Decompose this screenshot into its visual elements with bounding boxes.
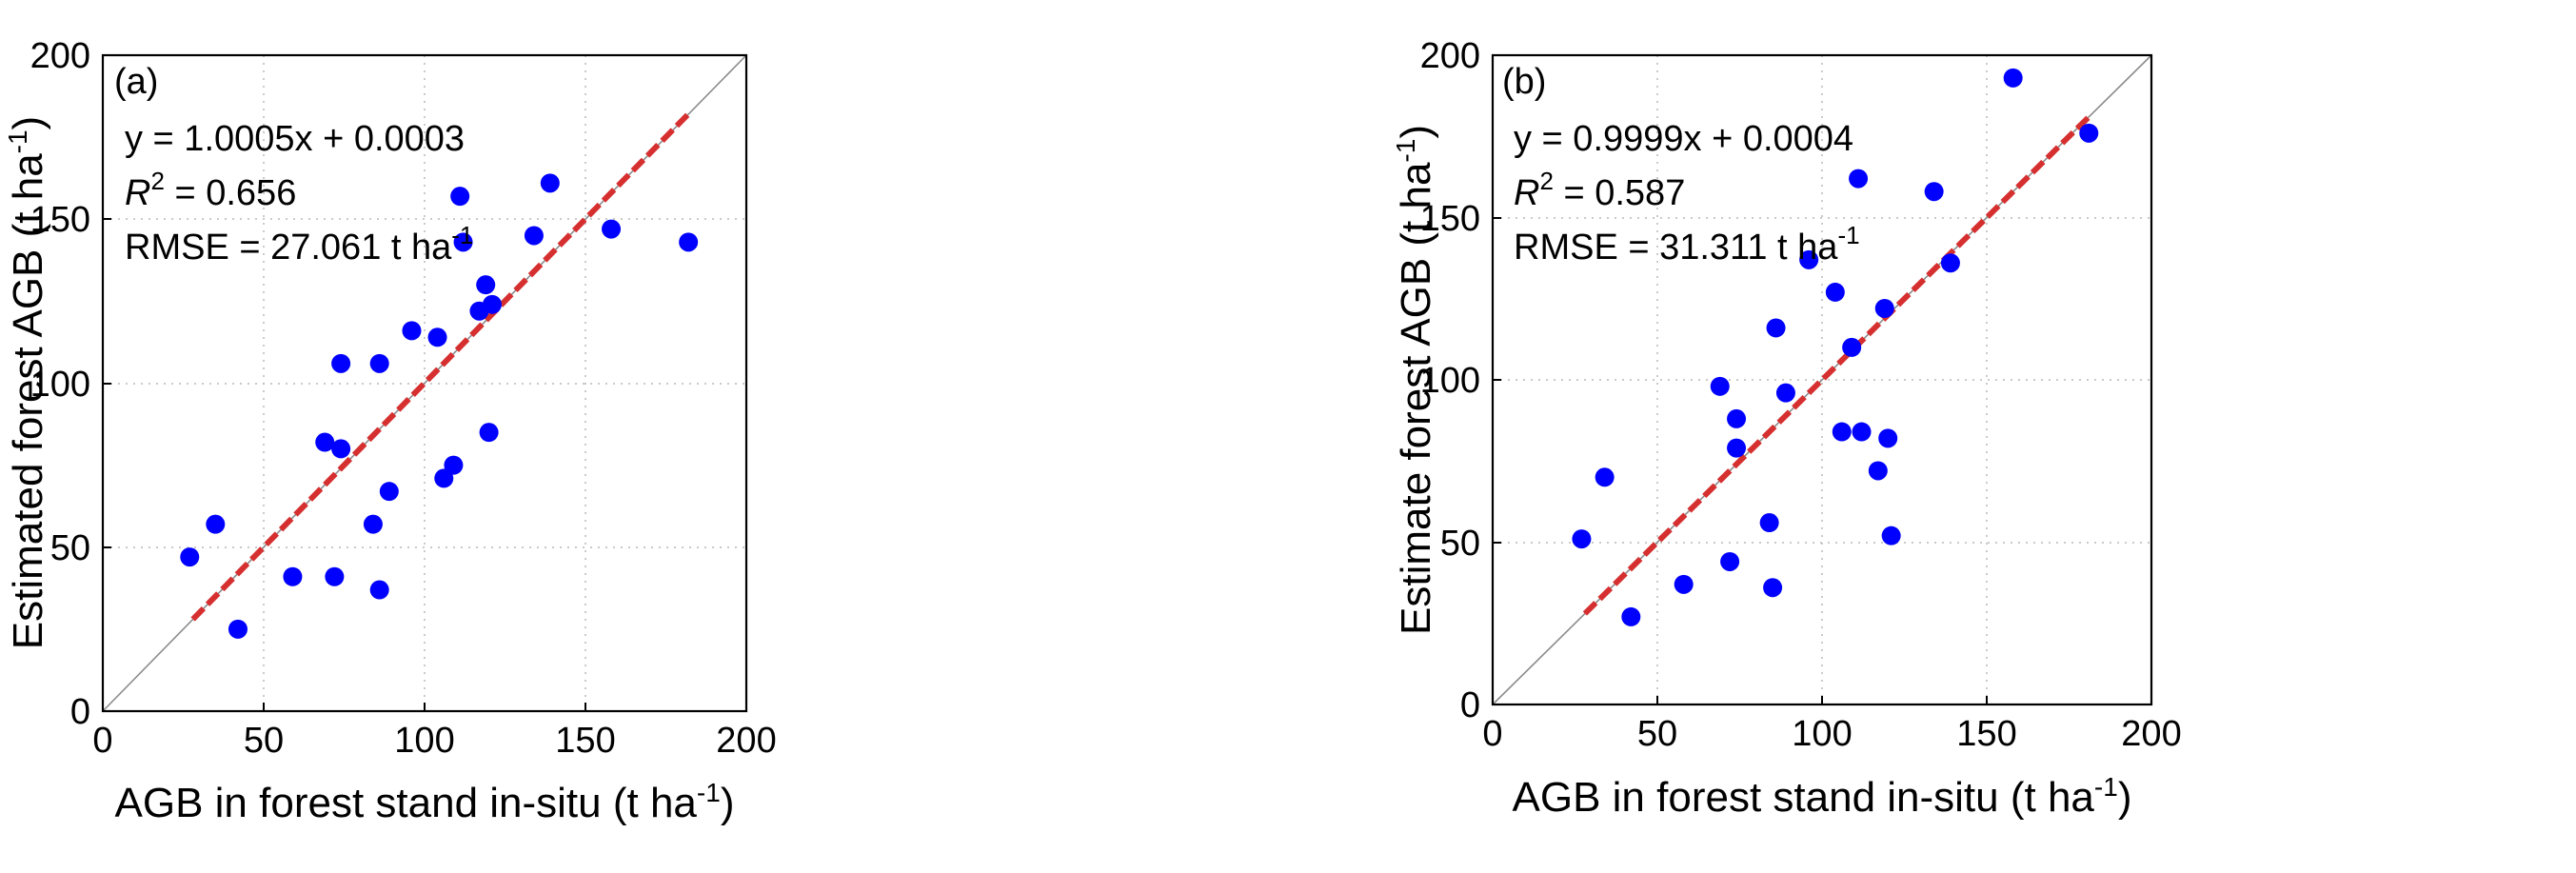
data-point xyxy=(1572,529,1592,549)
y-tick-label: 100 xyxy=(30,365,90,405)
y-tick-label: 150 xyxy=(1420,199,1480,239)
regression-equation: y = 0.9999x + 0.0004 xyxy=(1514,119,1853,159)
data-point xyxy=(1674,574,1694,594)
regression-equation: y = 1.0005x + 0.0003 xyxy=(125,119,465,159)
data-point xyxy=(679,232,699,252)
data-point xyxy=(444,455,464,475)
data-point xyxy=(1775,383,1795,403)
data-point xyxy=(363,514,383,534)
data-point xyxy=(1924,182,1944,202)
data-point xyxy=(427,327,447,347)
data-point xyxy=(540,173,560,193)
x-axis-b: 0 50 100 150 200 xyxy=(1482,696,2182,754)
data-point xyxy=(402,321,422,341)
data-point xyxy=(2003,68,2023,88)
data-point xyxy=(315,432,335,452)
x-tick-label: 0 xyxy=(92,721,112,761)
rmse: RMSE = 31.311 t ha-1 xyxy=(1514,221,1860,268)
data-point xyxy=(1874,298,1894,318)
data-point xyxy=(1595,467,1615,487)
data-point xyxy=(1710,376,1730,396)
data-point xyxy=(453,232,473,252)
y-tick-label: 150 xyxy=(30,200,90,240)
x-tick-label: 200 xyxy=(716,721,776,761)
points-b xyxy=(1572,68,2099,626)
data-point xyxy=(479,423,499,443)
y-tick-label: 50 xyxy=(1440,524,1480,564)
x-tick-label: 150 xyxy=(1956,714,2016,754)
y-tick-label: 0 xyxy=(1460,685,1480,725)
data-point xyxy=(325,566,345,586)
data-point xyxy=(379,482,399,502)
data-point xyxy=(1799,249,1819,269)
data-point xyxy=(2079,123,2099,143)
data-point xyxy=(1842,337,1862,357)
data-point xyxy=(1825,282,1845,302)
panel-label: (b) xyxy=(1502,62,1546,102)
x-tick-label: 200 xyxy=(2121,714,2181,754)
y-tick-label: 200 xyxy=(1420,36,1480,76)
panel-label: (a) xyxy=(114,62,158,102)
data-point xyxy=(450,187,470,207)
data-point xyxy=(1849,169,1869,188)
data-point xyxy=(482,294,502,314)
data-point xyxy=(1727,408,1747,428)
data-point xyxy=(1881,526,1901,546)
data-point xyxy=(283,566,303,586)
y-tick-label: 0 xyxy=(70,692,90,732)
points-a xyxy=(180,173,699,639)
rmse: RMSE = 27.061 t ha-1 xyxy=(125,221,473,268)
data-point xyxy=(602,219,622,239)
fit-line-b xyxy=(1582,114,2091,616)
data-point xyxy=(1868,461,1888,481)
data-point xyxy=(1727,438,1747,458)
data-point xyxy=(1759,513,1779,533)
data-point xyxy=(1720,551,1740,571)
x-tick-label: 100 xyxy=(394,721,454,761)
data-point xyxy=(476,275,496,295)
x-axis-a: 0 50 100 150 200 xyxy=(92,703,777,761)
data-point xyxy=(331,353,351,373)
data-point xyxy=(1878,428,1898,448)
x-axis-label: AGB in forest stand in-situ (t ha-1) xyxy=(1513,772,2132,821)
fit-line-a xyxy=(190,111,691,622)
r-squared: R2 = 0.587 xyxy=(1514,167,1685,213)
panel-b-grid xyxy=(1493,55,2151,704)
data-point xyxy=(369,580,389,600)
data-point xyxy=(1621,606,1641,626)
y-axis-b: 0 50 100 150 200 xyxy=(1420,36,1501,725)
x-tick-label: 150 xyxy=(555,721,615,761)
data-point xyxy=(369,353,389,373)
r-squared: R2 = 0.656 xyxy=(125,167,296,213)
data-point xyxy=(1763,578,1783,598)
y-axis-label: Estimate forest AGB (t ha-1) xyxy=(1391,125,1439,635)
panel-b: 0 50 100 150 200 0 50 100 150 200 AGB in… xyxy=(1391,36,2182,821)
data-point xyxy=(1940,253,1960,273)
data-point xyxy=(1832,422,1852,442)
data-point xyxy=(331,439,351,459)
data-point xyxy=(524,226,544,246)
x-axis-label: AGB in forest stand in-situ (t ha-1) xyxy=(115,778,735,826)
data-point xyxy=(206,514,226,534)
y-tick-label: 200 xyxy=(30,36,90,76)
y-tick-label: 100 xyxy=(1420,361,1480,401)
x-tick-label: 100 xyxy=(1792,714,1852,754)
y-axis-a: 0 50 100 150 200 xyxy=(30,36,111,732)
data-point xyxy=(434,468,454,488)
data-point xyxy=(1852,422,1872,442)
data-point xyxy=(1766,318,1786,338)
y-tick-label: 50 xyxy=(50,528,90,568)
x-tick-label: 50 xyxy=(244,721,284,761)
data-point xyxy=(228,619,248,639)
data-point xyxy=(180,547,200,567)
x-tick-label: 50 xyxy=(1637,714,1677,754)
x-tick-label: 0 xyxy=(1482,714,1502,754)
panel-a: 0 50 100 150 200 0 50 100 150 200 AGB in… xyxy=(3,36,777,826)
y-axis-label: Estimated forest AGB (t ha-1) xyxy=(3,116,51,649)
